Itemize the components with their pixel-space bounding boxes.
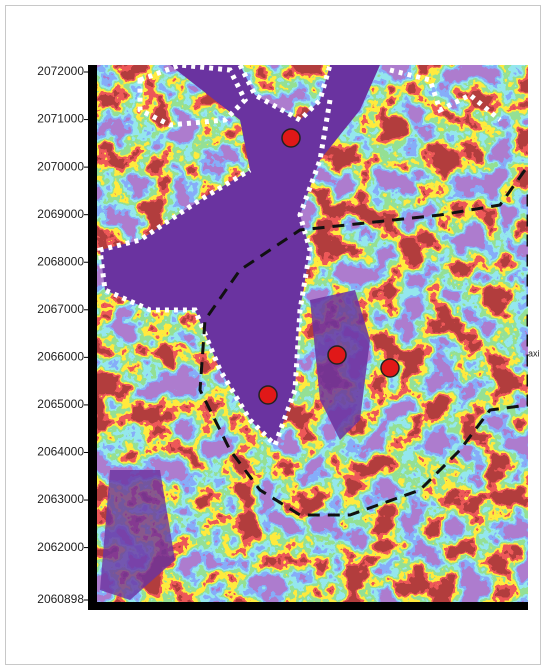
y-tick-label: 2072000 <box>37 64 84 78</box>
y-tick-label: 2070000 <box>37 159 84 173</box>
y-tick-label: 2066000 <box>37 350 84 364</box>
y-tick-label: 2062000 <box>37 540 84 554</box>
y-tick-label: 2068000 <box>37 254 84 268</box>
y-tick-label: 2069000 <box>37 207 84 221</box>
bottom-axis-bar <box>88 602 528 610</box>
edge-label: axi <box>528 348 540 358</box>
well-marker <box>328 346 346 364</box>
y-tick-label: 2060898 <box>37 592 84 606</box>
figure: axi 2072000 2071000 2070000 2069000 2068000 2… <box>0 0 546 670</box>
y-tick-label: 2071000 <box>37 112 84 126</box>
map-raster <box>97 65 528 602</box>
y-tick-label: 2064000 <box>37 445 84 459</box>
y-tick-label: 2063000 <box>37 492 84 506</box>
y-tick-label: 2065000 <box>37 397 84 411</box>
y-tick-label: 2067000 <box>37 302 84 316</box>
left-axis-bar <box>88 65 97 610</box>
well-marker <box>381 359 399 377</box>
well-marker <box>259 386 277 404</box>
well-marker <box>282 129 300 147</box>
